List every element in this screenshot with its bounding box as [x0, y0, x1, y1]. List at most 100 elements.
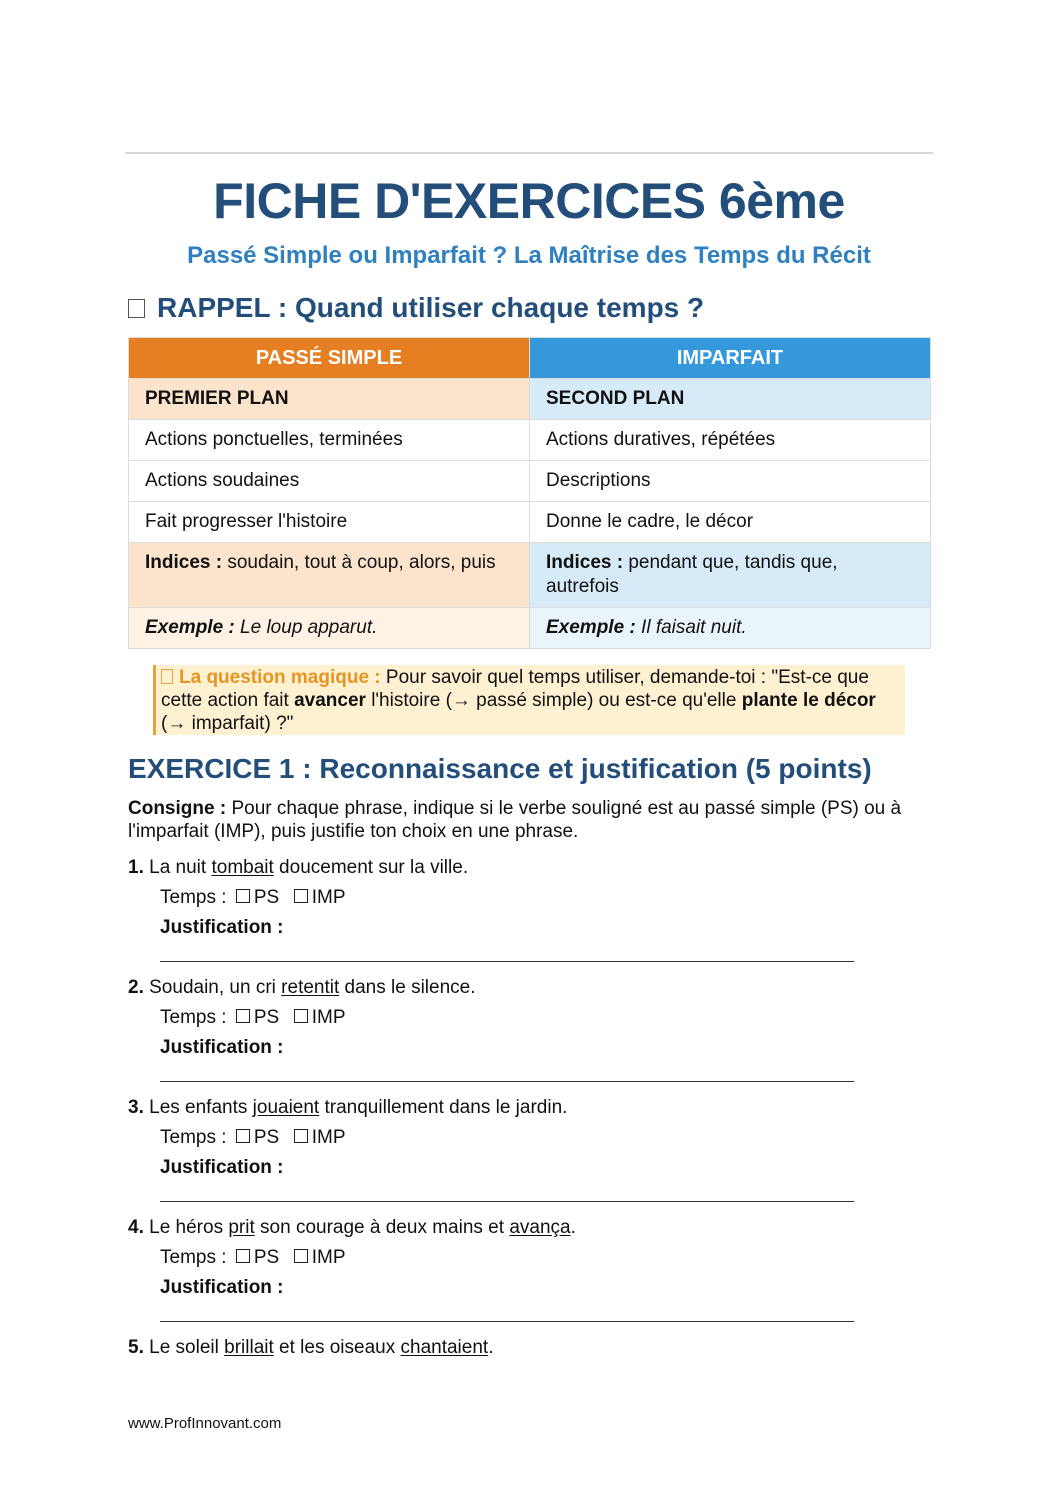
- justification-label: Justification :: [160, 1157, 284, 1178]
- question-number: 5.: [128, 1337, 144, 1358]
- exemple-text: Il faisait nuit.: [641, 617, 747, 638]
- justification-label: Justification :: [160, 1037, 284, 1058]
- underlined-verb: retentit: [281, 977, 340, 998]
- option-ps-label: PS: [253, 887, 280, 908]
- question-sentence: 5. Le soleil brillait et les oiseaux cha…: [128, 1337, 868, 1367]
- page-subtitle: Passé Simple ou Imparfait ? La Maîtrise …: [187, 242, 871, 269]
- table-cell: Actions ponctuelles, terminées: [128, 419, 530, 461]
- question-2: 2. Soudain, un cri retentit dans le sile…: [128, 977, 868, 1082]
- indices-ps: Indices : soudain, tout à coup, alors, p…: [128, 542, 530, 608]
- consigne-label: Consigne :: [128, 798, 227, 819]
- header-imparfait: IMPARFAIT: [529, 337, 931, 379]
- checkbox-imp[interactable]: [293, 1129, 308, 1143]
- subheader-ps: PREMIER PLAN: [128, 378, 530, 420]
- temps-label: Temps :: [160, 887, 227, 908]
- exercise1-heading: EXERCICE 1 : Reconnaissance et justifica…: [128, 753, 872, 784]
- justification: Justification :: [128, 1157, 868, 1187]
- answer-line[interactable]: [160, 947, 854, 962]
- temps-choice: Temps : PS IMP: [128, 887, 868, 917]
- indices-label: Indices :: [546, 552, 624, 573]
- subheader-imp: SECOND PLAN: [529, 378, 931, 420]
- checkbox-ps[interactable]: [235, 889, 250, 903]
- sentence-text: .: [570, 1217, 576, 1238]
- table-cell: Fait progresser l'histoire: [128, 501, 530, 543]
- sentence-text: .: [488, 1337, 494, 1358]
- callout-text: Pour savoir quel temps utiliser, demande…: [161, 667, 869, 711]
- sentence-text: dans le silence.: [339, 977, 476, 998]
- underlined-verb: brillait: [224, 1337, 274, 1358]
- checkbox-imp[interactable]: [293, 1249, 308, 1263]
- sentence-text: tranquillement dans le jardin.: [319, 1097, 568, 1118]
- sentence-text: son courage à deux mains et: [254, 1217, 510, 1238]
- table-cell: Actions duratives, répétées: [529, 419, 931, 461]
- sentence-text: Les enfants: [143, 1097, 253, 1118]
- exemple-label: Exemple :: [546, 617, 636, 638]
- option-imp-label: IMP: [311, 887, 346, 908]
- answer-line[interactable]: [160, 1067, 854, 1082]
- missing-glyph-icon: [128, 299, 145, 318]
- sentence-text: Soudain, un cri: [143, 977, 282, 998]
- underlined-verb: chantaient: [400, 1337, 489, 1358]
- question-1: 1. La nuit tombait doucement sur la vill…: [128, 857, 868, 962]
- callout-bold: plante le décor: [741, 690, 876, 711]
- callout-text: l'histoire (→ passé simple) ou est-ce qu…: [365, 690, 742, 711]
- callout-label-text: La question magique :: [179, 667, 381, 688]
- checkbox-ps[interactable]: [235, 1009, 250, 1023]
- question-number: 4.: [128, 1217, 144, 1238]
- sentence-text: Le soleil: [143, 1337, 225, 1358]
- footer-url: www.ProfInnovant.com: [128, 1415, 282, 1432]
- header-passe-simple: PASSÉ SIMPLE: [128, 337, 530, 379]
- exemple-ps: Exemple : Le loup apparut.: [128, 607, 530, 649]
- temps-choice: Temps : PS IMP: [128, 1247, 868, 1277]
- consigne-text: Pour chaque phrase, indique si le verbe …: [128, 798, 902, 842]
- answer-line[interactable]: [160, 1187, 854, 1202]
- sentence-text: Le héros: [143, 1217, 229, 1238]
- temps-label: Temps :: [160, 1127, 227, 1148]
- option-ps-label: PS: [253, 1007, 280, 1028]
- rappel-heading: RAPPEL : Quand utiliser chaque temps ?: [128, 292, 704, 324]
- magic-question-callout: La question magique : Pour savoir quel t…: [153, 665, 905, 735]
- question-sentence: 4. Le héros prit son courage à deux main…: [128, 1217, 868, 1247]
- checkbox-imp[interactable]: [293, 1009, 308, 1023]
- checkbox-ps[interactable]: [235, 1249, 250, 1263]
- table-row: Actions ponctuelles, terminées Actions d…: [128, 419, 931, 461]
- exemple-label: Exemple :: [145, 617, 235, 638]
- indices-text: pendant que, tandis que, autrefois: [546, 552, 838, 597]
- justification: Justification :: [128, 1037, 868, 1067]
- callout-text: (→ imparfait) ?": [161, 713, 294, 734]
- underlined-verb: avança: [509, 1217, 571, 1238]
- rappel-table: PASSÉ SIMPLE IMPARFAIT PREMIER PLAN SECO…: [128, 337, 931, 649]
- question-number: 2.: [128, 977, 144, 998]
- callout-label: La question magique :: [161, 667, 381, 688]
- question-number: 1.: [128, 857, 144, 878]
- option-imp-label: IMP: [311, 1127, 346, 1148]
- sentence-text: et les oiseaux: [273, 1337, 401, 1358]
- question-number: 3.: [128, 1097, 144, 1118]
- page-title: FICHE D'EXERCICES 6ème: [213, 173, 845, 229]
- question-sentence: 1. La nuit tombait doucement sur la vill…: [128, 857, 868, 887]
- checkbox-ps[interactable]: [235, 1129, 250, 1143]
- consigne: Consigne : Pour chaque phrase, indique s…: [128, 797, 928, 843]
- underlined-verb: tombait: [211, 857, 274, 878]
- exemple-imp: Exemple : Il faisait nuit.: [529, 607, 931, 649]
- underlined-verb: jouaient: [252, 1097, 320, 1118]
- option-imp-label: IMP: [311, 1247, 346, 1268]
- temps-choice: Temps : PS IMP: [128, 1127, 868, 1157]
- justification: Justification :: [128, 1277, 868, 1307]
- rappel-heading-text: RAPPEL : Quand utiliser chaque temps ?: [157, 292, 705, 323]
- checkbox-imp[interactable]: [293, 889, 308, 903]
- answer-line[interactable]: [160, 1307, 854, 1322]
- option-ps-label: PS: [253, 1247, 280, 1268]
- temps-label: Temps :: [160, 1247, 227, 1268]
- indices-imp: Indices : pendant que, tandis que, autre…: [529, 542, 931, 608]
- temps-label: Temps :: [160, 1007, 227, 1028]
- sentence-text: La nuit: [143, 857, 212, 878]
- underlined-verb: prit: [228, 1217, 255, 1238]
- indices-text: soudain, tout à coup, alors, puis: [227, 552, 496, 573]
- option-imp-label: IMP: [311, 1007, 346, 1028]
- justification: Justification :: [128, 917, 868, 947]
- exemple-text: Le loup apparut.: [240, 617, 378, 638]
- table-cell: Donne le cadre, le décor: [529, 501, 931, 543]
- table-cell: Actions soudaines: [128, 460, 530, 502]
- temps-choice: Temps : PS IMP: [128, 1007, 868, 1037]
